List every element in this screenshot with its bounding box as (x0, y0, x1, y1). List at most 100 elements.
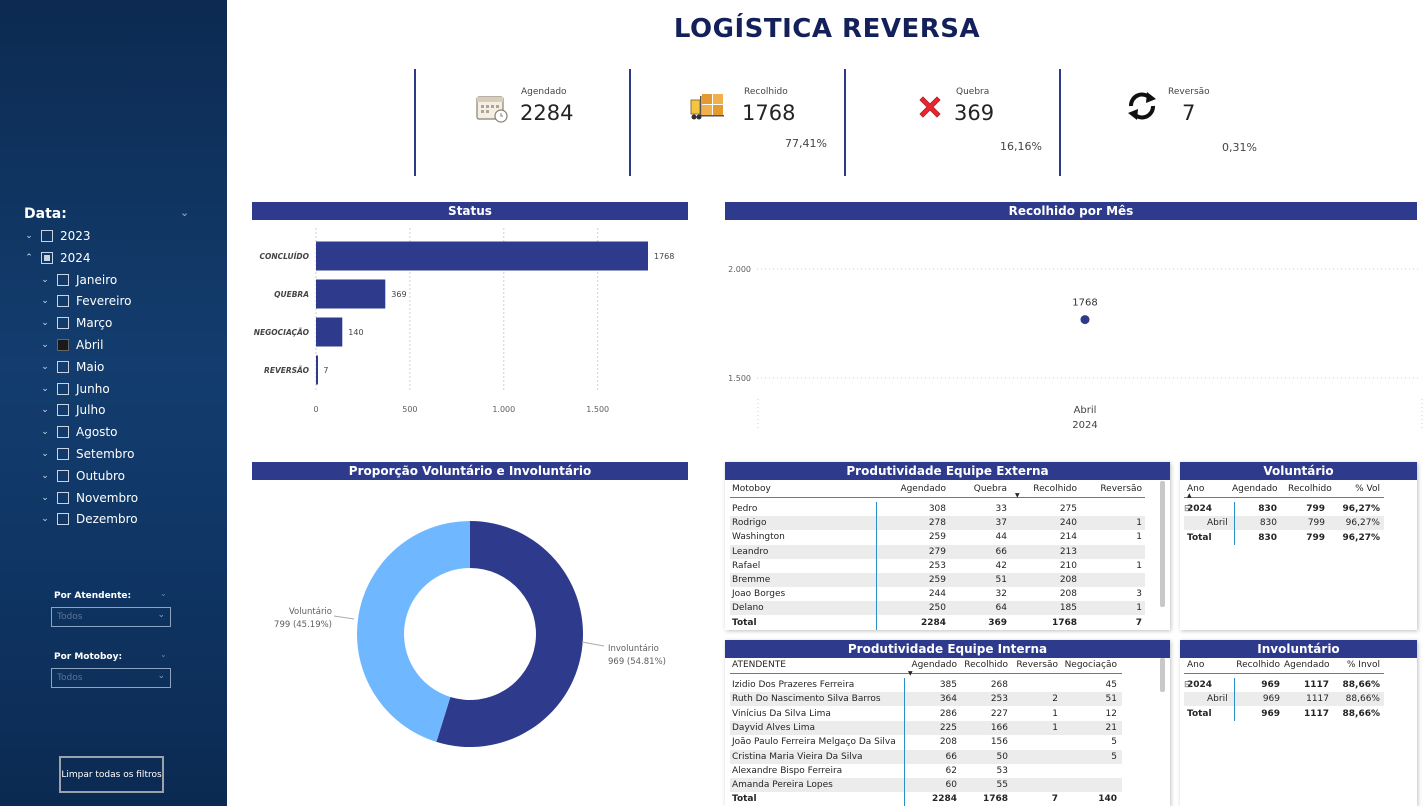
table-cell: 1 (1136, 560, 1142, 571)
interna-scrollbar[interactable] (1160, 658, 1165, 692)
slicer-checkbox[interactable] (41, 251, 53, 264)
date-slicer-item[interactable]: ⌄ 2023 (22, 226, 90, 246)
expand-chevron-icon[interactable]: ⌄ (41, 361, 49, 372)
table-cell: Amanda Pereira Lopes (732, 780, 833, 791)
column-header[interactable]: Recolhido (1033, 484, 1077, 494)
slicer-item-label: Agosto (76, 425, 118, 440)
expand-chevron-icon[interactable]: ⌄ (41, 383, 49, 394)
expand-chevron-icon[interactable]: ⌄ (41, 449, 49, 459)
expand-chevron-icon[interactable]: ⌄ (25, 231, 33, 241)
externa-scrollbar[interactable] (1160, 481, 1165, 607)
date-slicer-item[interactable]: ⌄ Março (38, 313, 112, 333)
slicer-checkbox[interactable] (57, 469, 69, 482)
column-header[interactable]: Agendado (911, 660, 957, 670)
column-header[interactable]: Ano (1187, 660, 1205, 670)
kpi-reversao-label: Reversão (1168, 87, 1210, 97)
column-header[interactable]: % Vol (1355, 484, 1380, 494)
expand-chevron-icon[interactable]: ⌃ (25, 252, 33, 263)
clear-filters-button[interactable]: Limpar todas os filtros (59, 756, 164, 793)
table-cell: 2024 (1187, 680, 1213, 690)
slicer-checkbox[interactable] (57, 339, 69, 351)
sort-arrow-icon[interactable]: ▼ (1015, 492, 1020, 499)
column-header[interactable]: Ano (1187, 484, 1205, 494)
table-cell: 210 (1059, 560, 1077, 571)
date-slicer-item[interactable]: ⌄ Fevereiro (38, 291, 131, 311)
x-tick-label: 500 (402, 405, 417, 414)
slicer-item-label: Novembro (76, 490, 139, 505)
column-header[interactable]: Recolhido (964, 660, 1008, 670)
expand-chevron-icon[interactable]: ⌄ (41, 514, 49, 525)
collapse-icon[interactable]: ⊟ (1184, 680, 1192, 690)
date-slicer-item[interactable]: ⌄ Dezembro (38, 509, 137, 529)
sort-arrow-icon[interactable]: ▼ (908, 670, 913, 677)
column-header[interactable]: % Invol (1346, 660, 1380, 670)
column-header[interactable]: Agendado (1284, 660, 1330, 670)
date-slicer-item[interactable]: ⌄ Abril (38, 335, 103, 355)
table-cell: 385 (939, 680, 957, 690)
table-cell: 166 (990, 722, 1008, 733)
column-header[interactable]: Reversão (1100, 484, 1142, 494)
column-header[interactable]: Recolhido (1288, 484, 1332, 494)
table-cell: 64 (995, 603, 1007, 614)
date-slicer-item[interactable]: ⌄ Setembro (38, 444, 134, 464)
recolhido-mes-chart[interactable]: 2.000 1.500 1768 Abril 2024 (725, 224, 1425, 440)
date-slicer-item[interactable]: ⌄ Julho (38, 400, 105, 420)
expand-chevron-icon[interactable]: ⌄ (41, 492, 49, 503)
category-label: QUEBRA (274, 290, 309, 299)
column-header[interactable]: Motoboy (732, 484, 771, 494)
voluntario-panel-header: Voluntário (1180, 462, 1417, 480)
column-header[interactable]: Quebra (973, 484, 1007, 494)
table-cell: 208 (939, 737, 957, 748)
chevron-down-icon[interactable]: ⌄ (160, 589, 167, 598)
slicer-chevron-icon[interactable]: ⌄ (180, 206, 190, 219)
slicer-checkbox[interactable] (57, 513, 69, 526)
slicer-checkbox[interactable] (57, 426, 69, 439)
column-header[interactable]: Recolhido (1236, 660, 1280, 670)
column-header[interactable]: Negociação (1064, 660, 1117, 670)
chevron-down-icon[interactable]: ⌄ (160, 650, 167, 659)
motoboy-dropdown[interactable]: Todos ⌄ (51, 668, 171, 688)
date-slicer-item[interactable]: ⌃ 2024 (22, 248, 90, 268)
date-slicer-item[interactable]: ⌄ Maio (38, 357, 104, 377)
column-header[interactable]: Reversão (1016, 660, 1058, 670)
atendente-dropdown[interactable]: Todos ⌄ (51, 607, 171, 627)
slicer-checkbox[interactable] (57, 273, 69, 286)
table-cell: 208 (1059, 575, 1077, 585)
kpi-recolhido-label: Recolhido (744, 87, 788, 97)
status-bar-chart[interactable]: 0 500 1.000 1.500 CONCLUÍDO 1768 QUEBRA 369 NEGO… (252, 224, 692, 420)
date-slicer-item[interactable]: ⌄ Junho (38, 379, 110, 399)
table-row: Washington 259 44 214 1 (730, 530, 1145, 544)
date-slicer-item[interactable]: ⌄ Novembro (38, 488, 138, 508)
table-cell: 259 (928, 575, 946, 585)
slicer-checkbox[interactable] (57, 295, 69, 308)
expand-chevron-icon[interactable]: ⌄ (41, 427, 49, 438)
slicer-checkbox[interactable] (57, 448, 69, 460)
slicer-checkbox[interactable] (57, 317, 69, 330)
table-cell: 969 (1261, 680, 1280, 690)
proporcao-donut-chart[interactable]: Involuntário 969 (54.81%) Voluntário 799 (4… (252, 484, 692, 804)
slicer-item-label: Junho (76, 381, 110, 396)
expand-chevron-icon[interactable]: ⌄ (41, 296, 49, 307)
slicer-checkbox[interactable] (57, 382, 69, 395)
expand-chevron-icon[interactable]: ⌄ (41, 318, 49, 329)
date-slicer-item[interactable]: ⌄ Outubro (38, 466, 125, 486)
table-cell: 66 (995, 546, 1007, 557)
expand-chevron-icon[interactable]: ⌄ (41, 274, 49, 285)
date-slicer-item[interactable]: ⌄ Agosto (38, 422, 117, 442)
column-header[interactable]: Agendado (900, 484, 946, 494)
column-header[interactable]: Agendado (1232, 484, 1278, 494)
collapse-icon[interactable]: ⊟ (1184, 504, 1192, 514)
sort-arrow-icon[interactable]: ▲ (1187, 492, 1192, 499)
slicer-checkbox[interactable] (57, 491, 69, 504)
status-bar (316, 241, 648, 271)
expand-chevron-icon[interactable]: ⌄ (41, 470, 49, 481)
table-cell: 1 (1136, 532, 1142, 543)
column-header[interactable]: ATENDENTE (732, 660, 786, 670)
table-cell: 185 (1059, 603, 1077, 614)
date-slicer-item[interactable]: ⌄ Janeiro (38, 270, 117, 290)
slicer-checkbox[interactable] (41, 230, 53, 242)
expand-chevron-icon[interactable]: ⌄ (41, 405, 49, 416)
expand-chevron-icon[interactable]: ⌄ (41, 340, 49, 350)
slicer-checkbox[interactable] (57, 360, 69, 373)
slicer-checkbox[interactable] (57, 404, 69, 417)
